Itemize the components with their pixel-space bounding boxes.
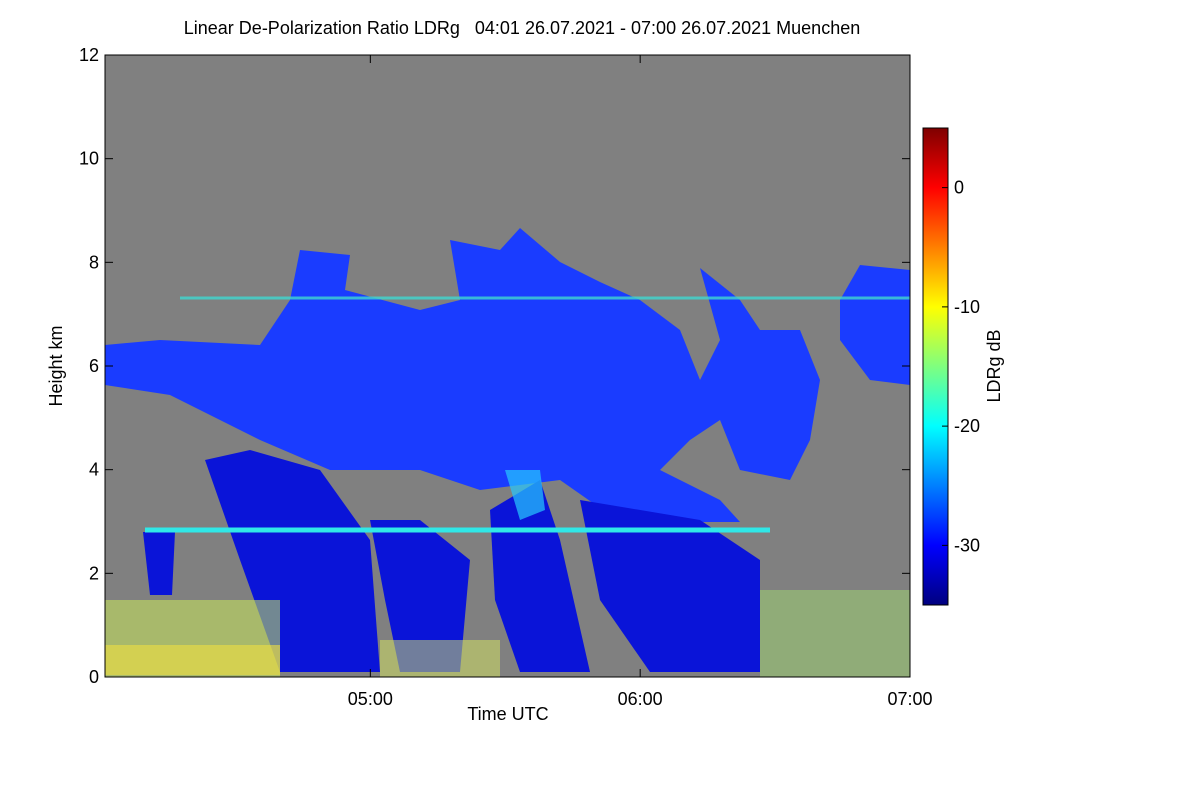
colorbar-tick-label: -30	[954, 535, 980, 555]
colorbar-label: LDRg dB	[984, 329, 1004, 402]
y-tick-label: 6	[89, 356, 99, 376]
y-tick-label: 2	[89, 563, 99, 583]
noise	[105, 645, 280, 675]
y-tick-label: 4	[89, 460, 99, 480]
y-tick-label: 10	[79, 149, 99, 169]
colorbar-tick-label: -10	[954, 297, 980, 317]
x-tick-label: 07:00	[887, 689, 932, 709]
colorbar	[922, 127, 949, 606]
noise	[380, 640, 500, 677]
chart-title: Linear De-Polarization Ratio LDRg 04:01 …	[184, 18, 860, 38]
y-tick-label: 8	[89, 252, 99, 272]
x-axis-label: Time UTC	[467, 704, 548, 724]
lidar-image	[105, 228, 910, 677]
y-tick-label: 12	[79, 45, 99, 65]
x-tick-label: 05:00	[348, 689, 393, 709]
noise	[760, 590, 910, 677]
y-tick-label: 0	[89, 667, 99, 687]
colorbar-tick-label: 0	[954, 178, 964, 198]
x-tick-label: 06:00	[618, 689, 663, 709]
y-axis-label: Height km	[46, 325, 66, 406]
colorbar-tick-label: -20	[954, 416, 980, 436]
